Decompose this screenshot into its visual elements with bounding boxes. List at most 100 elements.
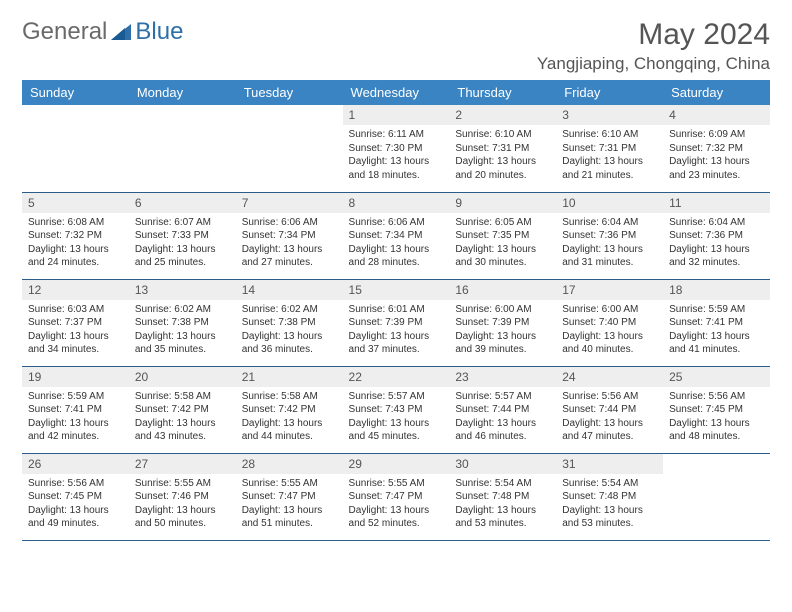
weekday-header: Monday bbox=[129, 80, 236, 105]
day-body: Sunrise: 5:57 AMSunset: 7:44 PMDaylight:… bbox=[449, 387, 556, 448]
sunset-line: Sunset: 7:43 PM bbox=[349, 403, 444, 417]
day-number: 26 bbox=[22, 454, 129, 474]
sunset-line: Sunset: 7:48 PM bbox=[562, 490, 657, 504]
sunset-line: Sunset: 7:47 PM bbox=[242, 490, 337, 504]
calendar-cell: 1Sunrise: 6:11 AMSunset: 7:30 PMDaylight… bbox=[343, 105, 450, 192]
day-number: 24 bbox=[556, 367, 663, 387]
sunrise-line: Sunrise: 6:06 AM bbox=[349, 216, 444, 230]
sunrise-line: Sunrise: 6:10 AM bbox=[455, 128, 550, 142]
calendar-cell: 14Sunrise: 6:02 AMSunset: 7:38 PMDayligh… bbox=[236, 279, 343, 366]
daylight-line: Daylight: 13 hours and 45 minutes. bbox=[349, 417, 444, 444]
sunset-line: Sunset: 7:36 PM bbox=[669, 229, 764, 243]
day-body: Sunrise: 5:56 AMSunset: 7:45 PMDaylight:… bbox=[22, 474, 129, 535]
calendar-week-row: 19Sunrise: 5:59 AMSunset: 7:41 PMDayligh… bbox=[22, 366, 770, 453]
calendar-cell: 4Sunrise: 6:09 AMSunset: 7:32 PMDaylight… bbox=[663, 105, 770, 192]
sunset-line: Sunset: 7:42 PM bbox=[135, 403, 230, 417]
calendar-cell: 12Sunrise: 6:03 AMSunset: 7:37 PMDayligh… bbox=[22, 279, 129, 366]
daylight-line: Daylight: 13 hours and 28 minutes. bbox=[349, 243, 444, 270]
sunrise-line: Sunrise: 5:56 AM bbox=[28, 477, 123, 491]
daylight-line: Daylight: 13 hours and 40 minutes. bbox=[562, 330, 657, 357]
sunset-line: Sunset: 7:44 PM bbox=[562, 403, 657, 417]
weekday-header-row: SundayMondayTuesdayWednesdayThursdayFrid… bbox=[22, 80, 770, 105]
day-number: 16 bbox=[449, 280, 556, 300]
weekday-header: Thursday bbox=[449, 80, 556, 105]
sunrise-line: Sunrise: 6:10 AM bbox=[562, 128, 657, 142]
sunrise-line: Sunrise: 6:07 AM bbox=[135, 216, 230, 230]
day-number: 17 bbox=[556, 280, 663, 300]
weekday-header: Saturday bbox=[663, 80, 770, 105]
sunrise-line: Sunrise: 5:58 AM bbox=[135, 390, 230, 404]
logo-sail-icon bbox=[111, 22, 133, 42]
sunset-line: Sunset: 7:31 PM bbox=[455, 142, 550, 156]
daylight-line: Daylight: 13 hours and 52 minutes. bbox=[349, 504, 444, 531]
sunrise-line: Sunrise: 6:09 AM bbox=[669, 128, 764, 142]
sunset-line: Sunset: 7:38 PM bbox=[242, 316, 337, 330]
calendar-body: 1Sunrise: 6:11 AMSunset: 7:30 PMDaylight… bbox=[22, 105, 770, 540]
sunset-line: Sunset: 7:32 PM bbox=[669, 142, 764, 156]
calendar-cell bbox=[236, 105, 343, 192]
calendar-cell: 9Sunrise: 6:05 AMSunset: 7:35 PMDaylight… bbox=[449, 192, 556, 279]
sunrise-line: Sunrise: 6:06 AM bbox=[242, 216, 337, 230]
calendar-cell: 5Sunrise: 6:08 AMSunset: 7:32 PMDaylight… bbox=[22, 192, 129, 279]
day-number: 6 bbox=[129, 193, 236, 213]
day-body: Sunrise: 6:01 AMSunset: 7:39 PMDaylight:… bbox=[343, 300, 450, 361]
calendar-week-row: 26Sunrise: 5:56 AMSunset: 7:45 PMDayligh… bbox=[22, 453, 770, 540]
day-number: 3 bbox=[556, 105, 663, 125]
day-body: Sunrise: 5:58 AMSunset: 7:42 PMDaylight:… bbox=[129, 387, 236, 448]
sunrise-line: Sunrise: 6:00 AM bbox=[562, 303, 657, 317]
sunset-line: Sunset: 7:41 PM bbox=[669, 316, 764, 330]
sunset-line: Sunset: 7:34 PM bbox=[349, 229, 444, 243]
calendar-week-row: 5Sunrise: 6:08 AMSunset: 7:32 PMDaylight… bbox=[22, 192, 770, 279]
calendar-cell: 16Sunrise: 6:00 AMSunset: 7:39 PMDayligh… bbox=[449, 279, 556, 366]
sunset-line: Sunset: 7:37 PM bbox=[28, 316, 123, 330]
calendar-table: SundayMondayTuesdayWednesdayThursdayFrid… bbox=[22, 80, 770, 541]
sunset-line: Sunset: 7:48 PM bbox=[455, 490, 550, 504]
day-body: Sunrise: 5:55 AMSunset: 7:46 PMDaylight:… bbox=[129, 474, 236, 535]
daylight-line: Daylight: 13 hours and 25 minutes. bbox=[135, 243, 230, 270]
sunrise-line: Sunrise: 5:57 AM bbox=[455, 390, 550, 404]
daylight-line: Daylight: 13 hours and 21 minutes. bbox=[562, 155, 657, 182]
daylight-line: Daylight: 13 hours and 20 minutes. bbox=[455, 155, 550, 182]
calendar-cell bbox=[129, 105, 236, 192]
calendar-cell: 3Sunrise: 6:10 AMSunset: 7:31 PMDaylight… bbox=[556, 105, 663, 192]
day-number: 14 bbox=[236, 280, 343, 300]
calendar-cell bbox=[663, 453, 770, 540]
sunrise-line: Sunrise: 5:56 AM bbox=[669, 390, 764, 404]
calendar-cell: 27Sunrise: 5:55 AMSunset: 7:46 PMDayligh… bbox=[129, 453, 236, 540]
sunset-line: Sunset: 7:36 PM bbox=[562, 229, 657, 243]
logo-text-general: General bbox=[22, 18, 107, 46]
day-number: 29 bbox=[343, 454, 450, 474]
day-body: Sunrise: 6:02 AMSunset: 7:38 PMDaylight:… bbox=[236, 300, 343, 361]
day-body: Sunrise: 5:56 AMSunset: 7:45 PMDaylight:… bbox=[663, 387, 770, 448]
day-body: Sunrise: 6:03 AMSunset: 7:37 PMDaylight:… bbox=[22, 300, 129, 361]
daylight-line: Daylight: 13 hours and 43 minutes. bbox=[135, 417, 230, 444]
day-number: 30 bbox=[449, 454, 556, 474]
daylight-line: Daylight: 13 hours and 44 minutes. bbox=[242, 417, 337, 444]
day-body: Sunrise: 5:59 AMSunset: 7:41 PMDaylight:… bbox=[663, 300, 770, 361]
calendar-cell: 7Sunrise: 6:06 AMSunset: 7:34 PMDaylight… bbox=[236, 192, 343, 279]
sunset-line: Sunset: 7:38 PM bbox=[135, 316, 230, 330]
day-body: Sunrise: 5:58 AMSunset: 7:42 PMDaylight:… bbox=[236, 387, 343, 448]
day-number: 25 bbox=[663, 367, 770, 387]
month-title: May 2024 bbox=[537, 18, 770, 52]
day-body: Sunrise: 5:55 AMSunset: 7:47 PMDaylight:… bbox=[343, 474, 450, 535]
sunrise-line: Sunrise: 6:04 AM bbox=[562, 216, 657, 230]
calendar-cell bbox=[22, 105, 129, 192]
day-number: 7 bbox=[236, 193, 343, 213]
sunrise-line: Sunrise: 6:11 AM bbox=[349, 128, 444, 142]
day-number: 8 bbox=[343, 193, 450, 213]
calendar-cell: 24Sunrise: 5:56 AMSunset: 7:44 PMDayligh… bbox=[556, 366, 663, 453]
calendar-cell: 13Sunrise: 6:02 AMSunset: 7:38 PMDayligh… bbox=[129, 279, 236, 366]
day-number: 1 bbox=[343, 105, 450, 125]
title-block: May 2024 Yangjiaping, Chongqing, China bbox=[537, 18, 770, 74]
weekday-header: Tuesday bbox=[236, 80, 343, 105]
daylight-line: Daylight: 13 hours and 42 minutes. bbox=[28, 417, 123, 444]
calendar-week-row: 12Sunrise: 6:03 AMSunset: 7:37 PMDayligh… bbox=[22, 279, 770, 366]
sunset-line: Sunset: 7:41 PM bbox=[28, 403, 123, 417]
day-number: 22 bbox=[343, 367, 450, 387]
weekday-header: Wednesday bbox=[343, 80, 450, 105]
sunrise-line: Sunrise: 5:56 AM bbox=[562, 390, 657, 404]
day-body: Sunrise: 6:06 AMSunset: 7:34 PMDaylight:… bbox=[343, 213, 450, 274]
sunset-line: Sunset: 7:46 PM bbox=[135, 490, 230, 504]
sunrise-line: Sunrise: 6:02 AM bbox=[242, 303, 337, 317]
